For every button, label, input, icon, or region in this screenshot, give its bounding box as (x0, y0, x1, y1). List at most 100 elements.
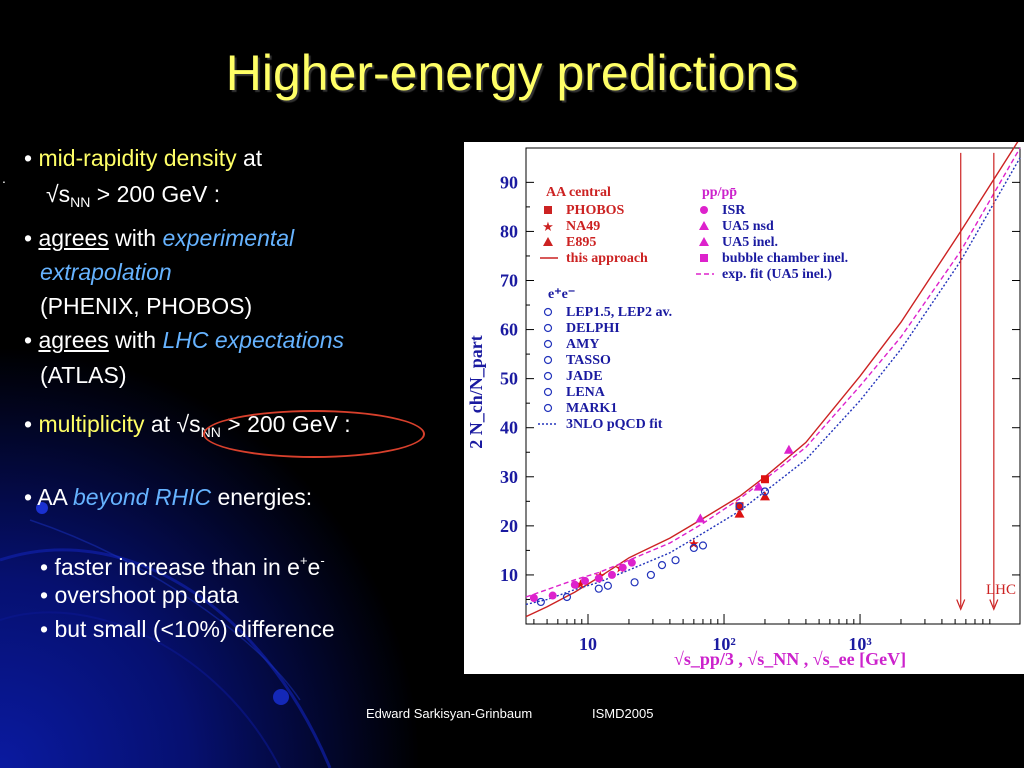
data-point (700, 206, 708, 214)
multiplicity-chart: 10 20 30 40 50 60 70 80 90 10 10² 10³ √s_pp/3 , √s_N… (464, 137, 1024, 674)
lhc-annotation: LHC (986, 582, 1016, 598)
data-point (543, 355, 553, 365)
data-point (760, 487, 770, 496)
bullet-marker: • (40, 582, 49, 608)
y-tick-label: 10 (500, 565, 518, 585)
x-tick-label: 10 (579, 634, 597, 654)
data-point (630, 578, 639, 587)
data-point (548, 591, 557, 600)
data-point (735, 502, 744, 511)
atlas-text: (ATLAS) (40, 362, 127, 388)
phenix-phobos-text: (PHENIX, PHOBOS) (40, 293, 253, 319)
legend-ee-item: LEP1.5, LEP2 av. (566, 305, 672, 320)
aa-text: AA (37, 484, 73, 510)
footer-conference: ISMD2005 (592, 706, 654, 721)
legend-aa-item: this approach (566, 251, 648, 266)
legend-aa-item: PHOBOS (566, 203, 625, 218)
legend-ee-item: LENA (566, 385, 606, 400)
data-point (543, 307, 553, 317)
lhc-arrow-head (956, 599, 966, 611)
curve-this-approach (525, 137, 1021, 618)
agrees-underlined: agrees (38, 225, 109, 251)
data-point (544, 206, 552, 214)
bullet-text: at (236, 145, 263, 171)
y-tick-label: 30 (500, 467, 518, 487)
y-tick-label: 70 (500, 270, 518, 290)
data-point (646, 570, 656, 580)
footer-author: Edward Sarkisyan-Grinbaum (366, 706, 533, 721)
legend-pp-item: ISR (722, 203, 746, 218)
legend-ee-item: AMY (566, 337, 599, 352)
electron-text: e (307, 554, 321, 580)
subbullet-overshoot: • overshoot pp data (40, 581, 239, 609)
data-point (543, 323, 553, 333)
legend-aa-item: E895 (566, 235, 596, 250)
data-point (543, 339, 553, 349)
overshoot-text: overshoot pp data (54, 582, 239, 608)
bullet-marker: • (24, 145, 33, 171)
sqrt-s-text: √s (46, 181, 71, 207)
data-point (607, 570, 616, 579)
data-point (536, 597, 545, 607)
minus-superscript: - (320, 553, 325, 568)
slide-title: Higher-energy predictions (225, 45, 799, 101)
data-point (627, 558, 636, 567)
y-tick-label: 40 (500, 418, 518, 438)
energy-threshold-text: > 200 GeV : (90, 181, 221, 207)
at-text: at (144, 411, 177, 437)
legend-pp-item: bubble chamber inel. (722, 251, 848, 266)
data-point (695, 513, 706, 523)
data-point (618, 563, 627, 572)
mid-rapidity-highlight: mid-rapidity density (38, 145, 237, 171)
data-point (570, 580, 579, 589)
small-difference-text: but small (<10%) difference (54, 616, 335, 642)
y-tick-label: 80 (500, 221, 518, 241)
data-point (594, 584, 603, 593)
beyond-rhic-text: beyond RHIC (73, 484, 212, 510)
x-tick-label: 10² (712, 634, 735, 654)
data-point (562, 592, 572, 602)
x-axis-label: √s_pp/3 , √s_NN , √s_ee [GeV] (674, 649, 906, 669)
lhc-arrow-head (989, 599, 999, 611)
bullet-beyond-rhic: • AA beyond RHIC energies: (24, 483, 312, 511)
x-tick-label: 10³ (848, 634, 872, 654)
bullet-marker: • (24, 411, 33, 437)
legend-pp-item: exp. fit (UA5 inel.) (722, 267, 832, 282)
with-text: with (108, 225, 163, 251)
data-point: ★ (688, 536, 700, 551)
bullet-marker: • (40, 554, 49, 580)
subbullet-small-difference: • but small (<10%) difference (40, 615, 335, 643)
highlight-oval (203, 410, 425, 458)
subbullet-faster-increase: • faster increase than in e+e- (40, 547, 325, 581)
agrees-underlined: agrees (38, 327, 109, 353)
bullet-marker: • (24, 484, 33, 510)
bullet-mid-rapidity: • mid-rapidity density at (24, 144, 262, 172)
data-point (689, 543, 698, 553)
data-point (603, 581, 612, 590)
bullet-marker: • (40, 616, 49, 642)
data-point (735, 502, 744, 511)
extrapolation-text: extrapolation (40, 259, 172, 285)
plot-frame (525, 147, 1021, 625)
data-point (529, 593, 538, 602)
data-point (580, 576, 589, 585)
data-point: ★ (575, 576, 587, 591)
data-point (734, 508, 745, 518)
data-point (543, 237, 553, 246)
plus-superscript: + (299, 553, 308, 568)
legend-aa-header: AA central (546, 185, 611, 200)
with-text: with (108, 327, 163, 353)
legend-ee-item: JADE (566, 369, 603, 384)
curve-3nlo-pqcd-fit (525, 157, 1021, 606)
data-point (698, 541, 708, 550)
faster-increase-text: faster increase than in e (54, 554, 300, 580)
legend-ee-item: MARK1 (566, 401, 617, 416)
legend-pp-header: pp/pp̄ (702, 185, 737, 200)
legend-ee-item: DELPHI (566, 321, 620, 336)
data-point (543, 387, 553, 397)
y-tick-label: 60 (500, 320, 518, 340)
data-point (671, 556, 680, 565)
data-point (657, 561, 667, 570)
stray-dot: . (2, 170, 6, 186)
y-axis-label: 2 N_ch/N_part (466, 335, 486, 449)
